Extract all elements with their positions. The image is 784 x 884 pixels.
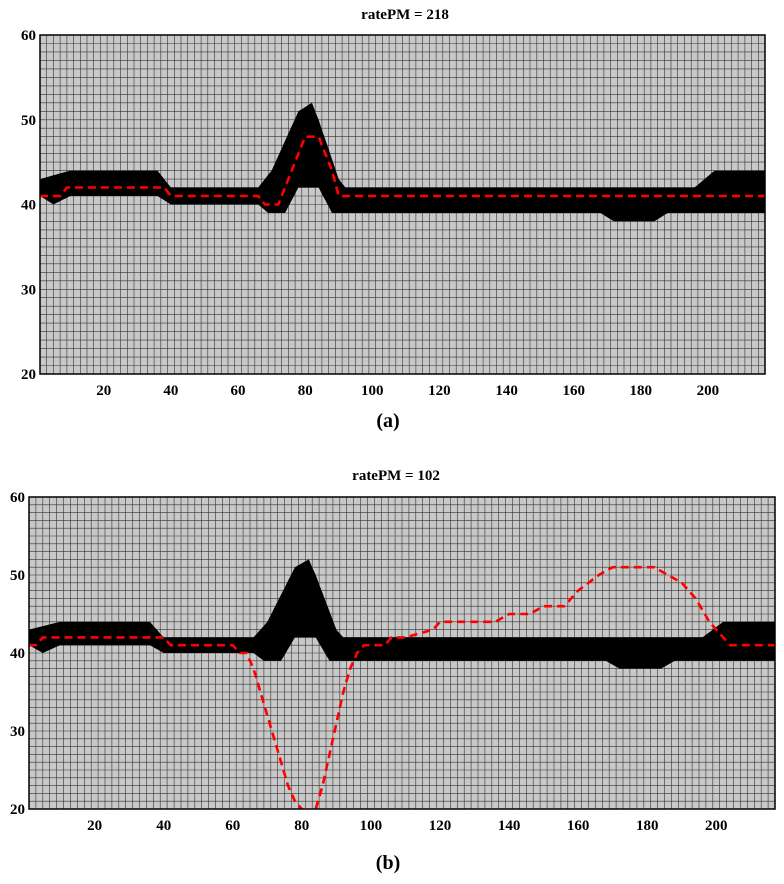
y-tick-label-a: 20 (21, 367, 36, 383)
x-tick-label-b: 60 (225, 818, 240, 834)
x-tick-label-a: 40 (163, 383, 178, 399)
x-tick-label-a: 140 (495, 383, 518, 399)
caption-letter-a: a (383, 410, 393, 432)
x-tick-label-b: 100 (360, 818, 383, 834)
caption-a: (a) (376, 410, 399, 432)
series-line-b-0 (29, 565, 775, 809)
x-tick-label-a: 100 (361, 383, 384, 399)
axes-frame-b (28, 496, 776, 810)
caption-letter-b: b (382, 852, 393, 874)
y-tick-label-b: 50 (10, 568, 25, 584)
x-tick-label-a: 60 (231, 383, 246, 399)
caption-b: (b) (376, 852, 400, 874)
plot-title-b: ratePM = 102 (352, 468, 440, 484)
x-tick-label-a: 160 (562, 383, 585, 399)
y-tick-label-a: 50 (21, 113, 36, 129)
panel-b: ratePM = 102 20 40 60 80 100 120 140 160 180 2002… (10, 468, 776, 874)
grid-lines-a (39, 34, 766, 375)
y-tick-label-b: 30 (10, 724, 25, 740)
x-tick-label-b: 180 (636, 818, 659, 834)
grid-a (39, 34, 766, 375)
x-tick-label-b: 140 (498, 818, 521, 834)
y-tick-label-b: 20 (10, 802, 25, 818)
x-tick-label-a: 80 (298, 383, 313, 399)
plot-area-a: 20 40 60 80 100 120 140 160 180 200 20 30 40 50 60 (21, 28, 766, 399)
x-tick-label-a: 180 (630, 383, 653, 399)
y-tick-label-a: 60 (21, 28, 36, 44)
axes-frame-a (39, 34, 766, 375)
x-tick-label-b: 120 (429, 818, 452, 834)
x-tick-label-b: 200 (705, 818, 728, 834)
x-tick-label-b: 160 (567, 818, 590, 834)
y-tick-label-b: 40 (10, 646, 25, 662)
x-tick-label-a: 200 (697, 383, 720, 399)
x-tick-label-a: 20 (96, 383, 111, 399)
plot-title-a: ratePM = 218 (361, 7, 449, 23)
x-tick-label-b: 80 (294, 818, 309, 834)
series-line-a-0 (40, 135, 765, 206)
panel-a: ratePM = 218 20 40 60 80 100 120 140 160 180 2002… (21, 7, 766, 432)
y-tick-label-a: 30 (21, 282, 36, 298)
x-tick-label-a: 120 (428, 383, 451, 399)
x-tick-label-b: 20 (87, 818, 102, 834)
plot-area-b: 20 40 60 80 100 120 140 160 180 200 20 30 40 50 60 (10, 490, 776, 834)
y-tick-label-a: 40 (21, 198, 36, 214)
grid-lines-b (28, 496, 776, 810)
grid-b (28, 496, 776, 810)
y-tick-label-b: 60 (10, 490, 25, 506)
x-tick-label-b: 40 (156, 818, 171, 834)
